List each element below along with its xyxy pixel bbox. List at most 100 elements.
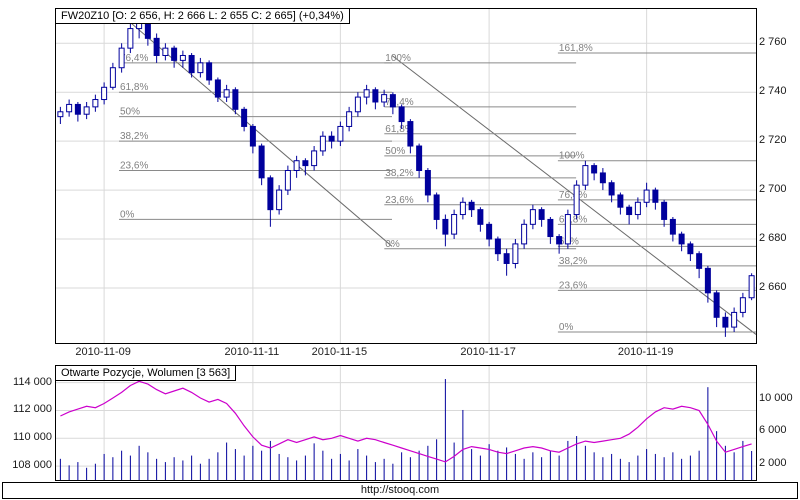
fib-level-label: 161,8% — [559, 43, 593, 54]
candle-body — [232, 89, 239, 110]
candle-body — [354, 96, 361, 113]
candle-body — [521, 223, 528, 245]
candle-body — [258, 145, 265, 179]
fib-level-label: 76,4% — [385, 97, 413, 108]
fib-level-label: 0% — [559, 322, 574, 333]
fib-level-label: 61,8% — [120, 82, 148, 93]
candle-body — [293, 160, 300, 171]
stooq-link[interactable]: http://stooq.com — [360, 484, 440, 496]
candle-body — [206, 62, 213, 81]
candle-body — [188, 54, 195, 74]
candle-body — [722, 316, 729, 328]
price-tick-label: 2 740 — [759, 85, 787, 98]
candle-body — [319, 135, 326, 152]
candle-body — [713, 292, 720, 318]
candle-body — [398, 106, 405, 123]
candle-body — [179, 54, 186, 61]
fib-level-label: 50% — [120, 107, 140, 118]
fib-level-label: 0% — [120, 209, 135, 220]
candle-body — [311, 150, 318, 167]
candlestick-chart: 76,4% 61,8% 50% 38,2% 23,6% 0% 100% 76,4% 61,8% 5… — [56, 9, 756, 343]
candle-body — [547, 218, 554, 238]
candle-body — [66, 103, 73, 113]
price-tick-label: 2 720 — [759, 134, 787, 147]
volume-panel-title: Otwarte Pozycje, Wolumen [3 563] — [55, 365, 237, 381]
candle-body — [424, 169, 431, 196]
candle-body — [363, 89, 370, 98]
candle-body — [162, 47, 169, 56]
fib-level-label: 38,2% — [385, 168, 413, 179]
footer-bar: http://stooq.com — [2, 482, 798, 499]
candle-body — [407, 121, 414, 147]
candle-body — [197, 62, 204, 74]
candle-body — [241, 108, 248, 127]
date-tick-label: 2010-11-11 — [224, 346, 280, 358]
candle-body — [643, 189, 650, 203]
price-tick-label: 2 700 — [759, 183, 787, 196]
volume-tick-label: 2 000 — [759, 456, 787, 469]
candle-body — [171, 47, 178, 61]
candle-body — [109, 67, 116, 88]
fib-level-label: 76,4% — [120, 53, 148, 64]
candle-body — [538, 209, 545, 220]
volume-open-interest-chart — [56, 366, 756, 480]
candle-body — [372, 89, 379, 103]
candle-body — [223, 89, 230, 98]
candle-body — [214, 79, 221, 98]
candle-body — [599, 172, 606, 184]
price-tick-label: 2 660 — [759, 280, 787, 293]
fib-level-label: 38,2% — [559, 256, 587, 267]
candle-body — [57, 111, 64, 118]
date-tick-label: 2010-11-17 — [460, 346, 516, 358]
candle-body — [494, 238, 501, 255]
trend-line — [125, 18, 393, 247]
candle-body — [696, 253, 703, 269]
fib-level-label: 100% — [385, 53, 411, 64]
candle-body — [337, 125, 344, 142]
candle-body — [512, 243, 519, 264]
candle-body — [582, 165, 589, 186]
fib-level-label: 38,2% — [120, 131, 148, 142]
candle-body — [591, 165, 598, 174]
candle-body — [661, 201, 668, 220]
candle-body — [748, 275, 755, 299]
candle-body — [284, 169, 291, 191]
fib-level-label: 61,8% — [559, 214, 587, 225]
date-tick-label: 2010-11-09 — [75, 346, 131, 358]
candle-body — [83, 106, 90, 115]
candle-body — [503, 253, 510, 264]
fib-level-label: 50% — [385, 146, 405, 157]
candle-body — [459, 201, 466, 216]
candle-body — [573, 184, 580, 216]
candle-body — [704, 267, 711, 294]
candle-body — [302, 160, 309, 167]
candle-body — [687, 243, 694, 255]
candle-body — [74, 103, 81, 115]
candle-body — [451, 214, 458, 235]
candle-body — [101, 86, 108, 101]
candle-body — [433, 194, 440, 220]
candle-body — [328, 135, 335, 142]
candle-body — [381, 94, 388, 103]
candle-body — [249, 125, 256, 147]
candle-body — [617, 194, 624, 208]
candle-body — [652, 189, 659, 203]
candle-body — [626, 206, 633, 216]
candle-body — [529, 209, 536, 225]
candle-body — [92, 99, 99, 108]
candle-body — [267, 177, 274, 211]
candle-body — [739, 297, 746, 313]
fib-level-label: 23,6% — [120, 160, 148, 171]
open-interest-tick-label: 112 000 — [13, 403, 52, 416]
volume-tick-label: 6 000 — [759, 424, 787, 437]
candle-body — [416, 145, 423, 171]
price-chart-panel: 76,4% 61,8% 50% 38,2% 23,6% 0% 100% 76,4% 61,8% 5… — [55, 8, 757, 344]
volume-panel: Otwarte Pozycje, Wolumen [3 563] — [55, 365, 757, 481]
fib-level-label: 23,6% — [385, 195, 413, 206]
candle-body — [389, 94, 396, 108]
date-tick-label: 2010-11-19 — [617, 346, 674, 358]
candle-body — [477, 209, 484, 225]
fib-level-label: 0% — [385, 239, 400, 250]
open-interest-tick-label: 114 000 — [13, 375, 52, 388]
